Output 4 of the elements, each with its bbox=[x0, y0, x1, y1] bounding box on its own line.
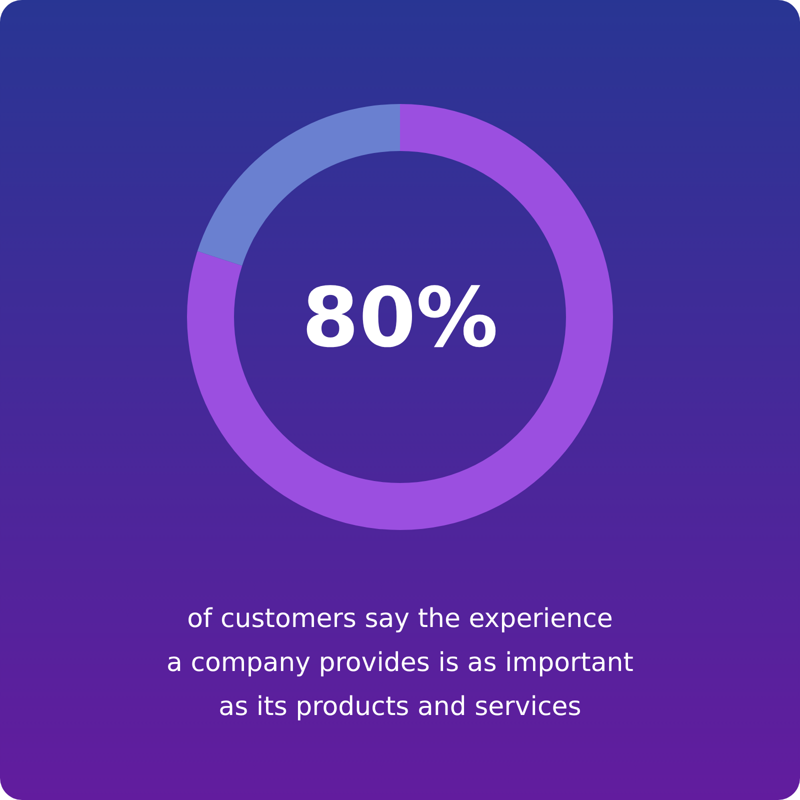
donut-slice bbox=[187, 104, 613, 530]
donut-slice bbox=[197, 104, 400, 266]
text: 80% bbox=[302, 271, 498, 366]
text: of customers say the experience a company provides is as important as its products and services bbox=[166, 604, 634, 722]
